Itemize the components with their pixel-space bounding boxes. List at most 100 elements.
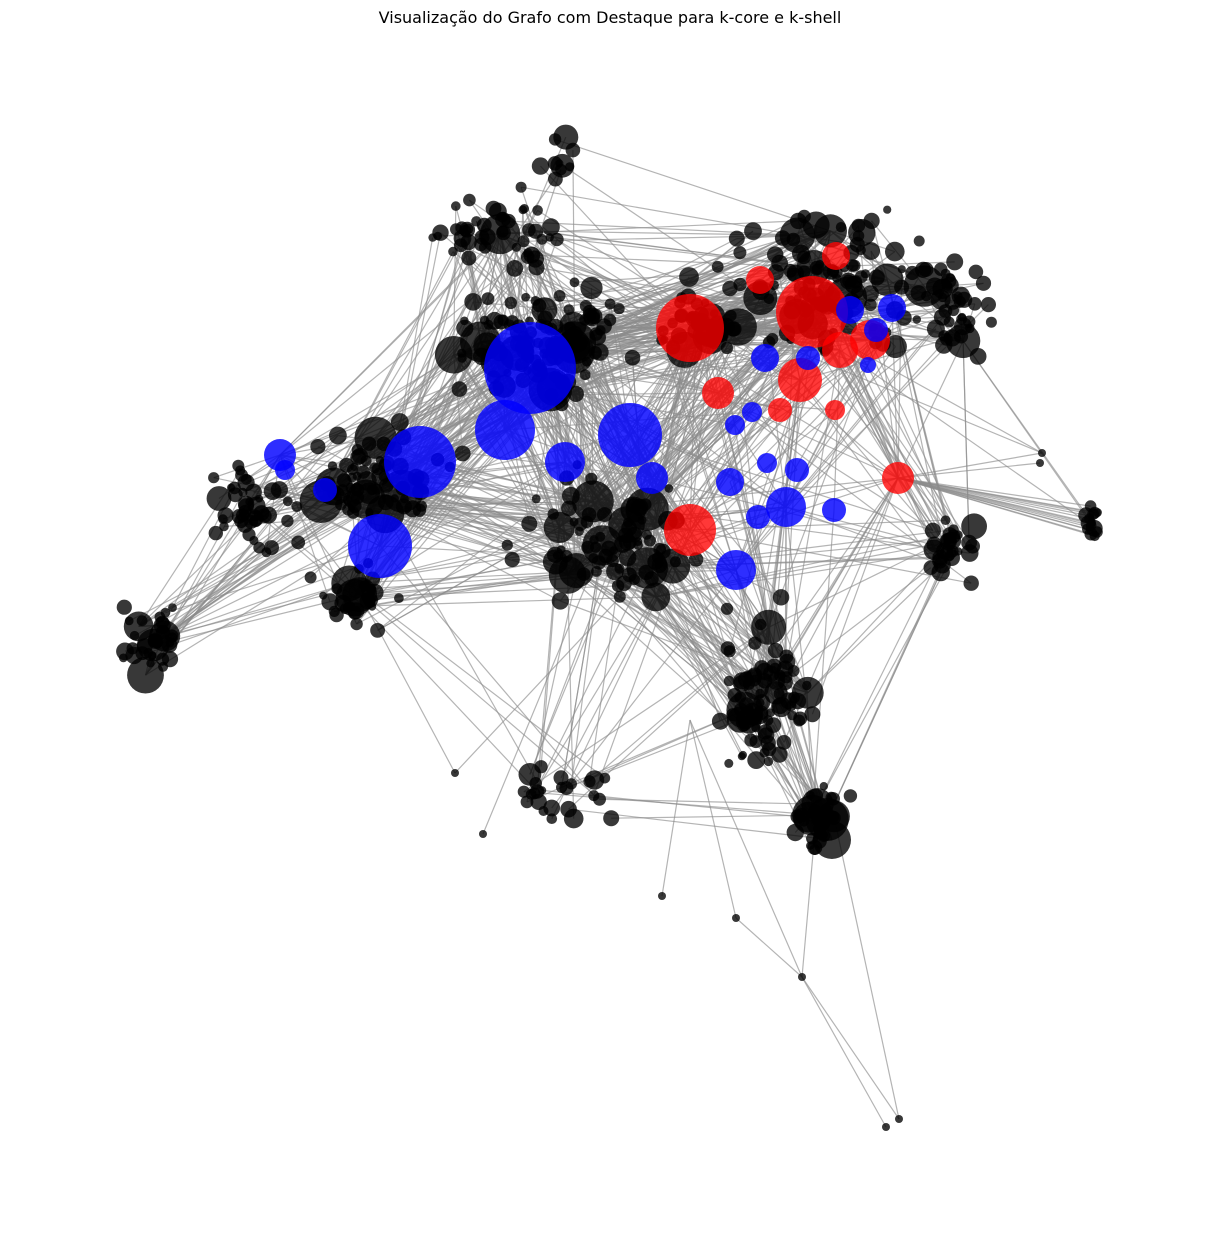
figure-title: Visualização do Grafo com Destaque para … xyxy=(378,8,842,27)
graph-node xyxy=(350,617,363,631)
graph-node xyxy=(548,556,587,594)
graph-node xyxy=(924,522,941,539)
graph-node-k-shell xyxy=(716,468,744,496)
graph-node xyxy=(264,540,279,556)
graph-edge xyxy=(801,976,900,1120)
graph-node xyxy=(329,426,347,445)
graph-node xyxy=(453,229,472,248)
graph-node xyxy=(757,727,775,744)
graph-edge xyxy=(533,567,648,794)
graph-node xyxy=(885,241,905,262)
graph-edge xyxy=(573,345,781,411)
graph-node xyxy=(719,308,757,346)
graph-node xyxy=(723,675,735,687)
graph-node xyxy=(501,539,513,551)
graph-edge xyxy=(575,569,755,676)
graph-node xyxy=(804,706,821,723)
graph-node xyxy=(613,303,625,315)
graph-edge xyxy=(801,976,887,1128)
graph-node xyxy=(722,280,738,297)
graph-node xyxy=(237,474,255,492)
graph-edge xyxy=(897,477,1092,524)
graph-edge xyxy=(540,165,691,329)
graph-node xyxy=(726,691,764,729)
graph-node xyxy=(479,830,487,838)
graph-edge xyxy=(646,411,753,569)
graph-edge xyxy=(897,477,1095,529)
graph-node-k-shell xyxy=(264,439,296,471)
graph-node xyxy=(1085,519,1103,537)
graph-node xyxy=(864,298,877,312)
graph-node xyxy=(961,513,987,540)
graph-node xyxy=(777,660,794,677)
graph-node xyxy=(480,213,521,255)
graph-node xyxy=(217,507,234,524)
graph-edge xyxy=(154,582,350,641)
graph-node xyxy=(1038,449,1046,457)
graph-edge xyxy=(897,340,964,479)
graph-edge xyxy=(528,229,815,268)
graph-node xyxy=(793,711,808,726)
graph-node xyxy=(247,510,264,527)
graph-edge xyxy=(897,477,1091,507)
graph-edge xyxy=(279,454,331,602)
graph-node xyxy=(846,259,859,272)
graph-node-k-shell xyxy=(822,498,846,522)
graph-edge xyxy=(554,138,831,232)
graph-node xyxy=(517,785,530,798)
graph-edge xyxy=(454,567,648,774)
graph-node-k-shell xyxy=(796,346,820,370)
graph-edge xyxy=(646,349,686,569)
graph-node-k-shell xyxy=(716,550,756,590)
graph-edge xyxy=(962,340,1095,529)
graph-edge xyxy=(816,538,950,805)
graph-node xyxy=(843,789,858,803)
graph-node xyxy=(732,914,740,922)
graph-node-k-shell xyxy=(725,415,745,435)
graph-node-k-shell xyxy=(751,344,779,372)
graph-node-k-shell xyxy=(313,478,337,502)
graph-node-k-shell xyxy=(636,462,668,494)
graph-node xyxy=(310,439,326,455)
graph-node xyxy=(776,735,792,750)
graph-edge xyxy=(661,719,691,897)
graph-node xyxy=(354,416,397,459)
graph-node xyxy=(603,810,620,827)
graph-node xyxy=(1078,507,1094,524)
graph-node xyxy=(137,628,170,662)
graph-edge xyxy=(735,338,947,571)
graph-node xyxy=(779,217,816,254)
graph-node xyxy=(531,494,541,504)
graph-node xyxy=(625,487,669,531)
graph-edge xyxy=(348,582,606,779)
graph-node xyxy=(606,562,624,581)
graph-node xyxy=(658,892,666,900)
graph-edge xyxy=(730,315,770,628)
graph-edge xyxy=(759,279,787,508)
graph-edge xyxy=(768,535,954,628)
graph-node xyxy=(515,181,527,193)
graph-edge xyxy=(655,550,945,598)
graph-node xyxy=(451,381,468,397)
graph-edge xyxy=(165,545,381,614)
graph-node-k-core xyxy=(664,504,716,556)
graph-edge xyxy=(735,339,871,571)
graph-node xyxy=(744,222,762,241)
graph-node xyxy=(582,307,601,325)
graph-node-k-shell xyxy=(742,402,762,422)
graph-edge xyxy=(377,434,631,631)
graph-node xyxy=(208,525,223,541)
graph-edge xyxy=(570,545,603,784)
graph-edge xyxy=(575,570,742,685)
graph-edge xyxy=(619,596,810,818)
graph-edge xyxy=(897,477,1087,516)
graph-node xyxy=(546,813,558,824)
graph-edge xyxy=(573,345,787,508)
graph-node xyxy=(724,758,734,768)
graph-edge xyxy=(617,585,746,711)
graph-node xyxy=(913,235,925,247)
graph-node-k-shell xyxy=(484,322,576,414)
graph-node xyxy=(593,792,606,806)
graph-node xyxy=(572,480,614,523)
graph-node xyxy=(247,496,266,515)
